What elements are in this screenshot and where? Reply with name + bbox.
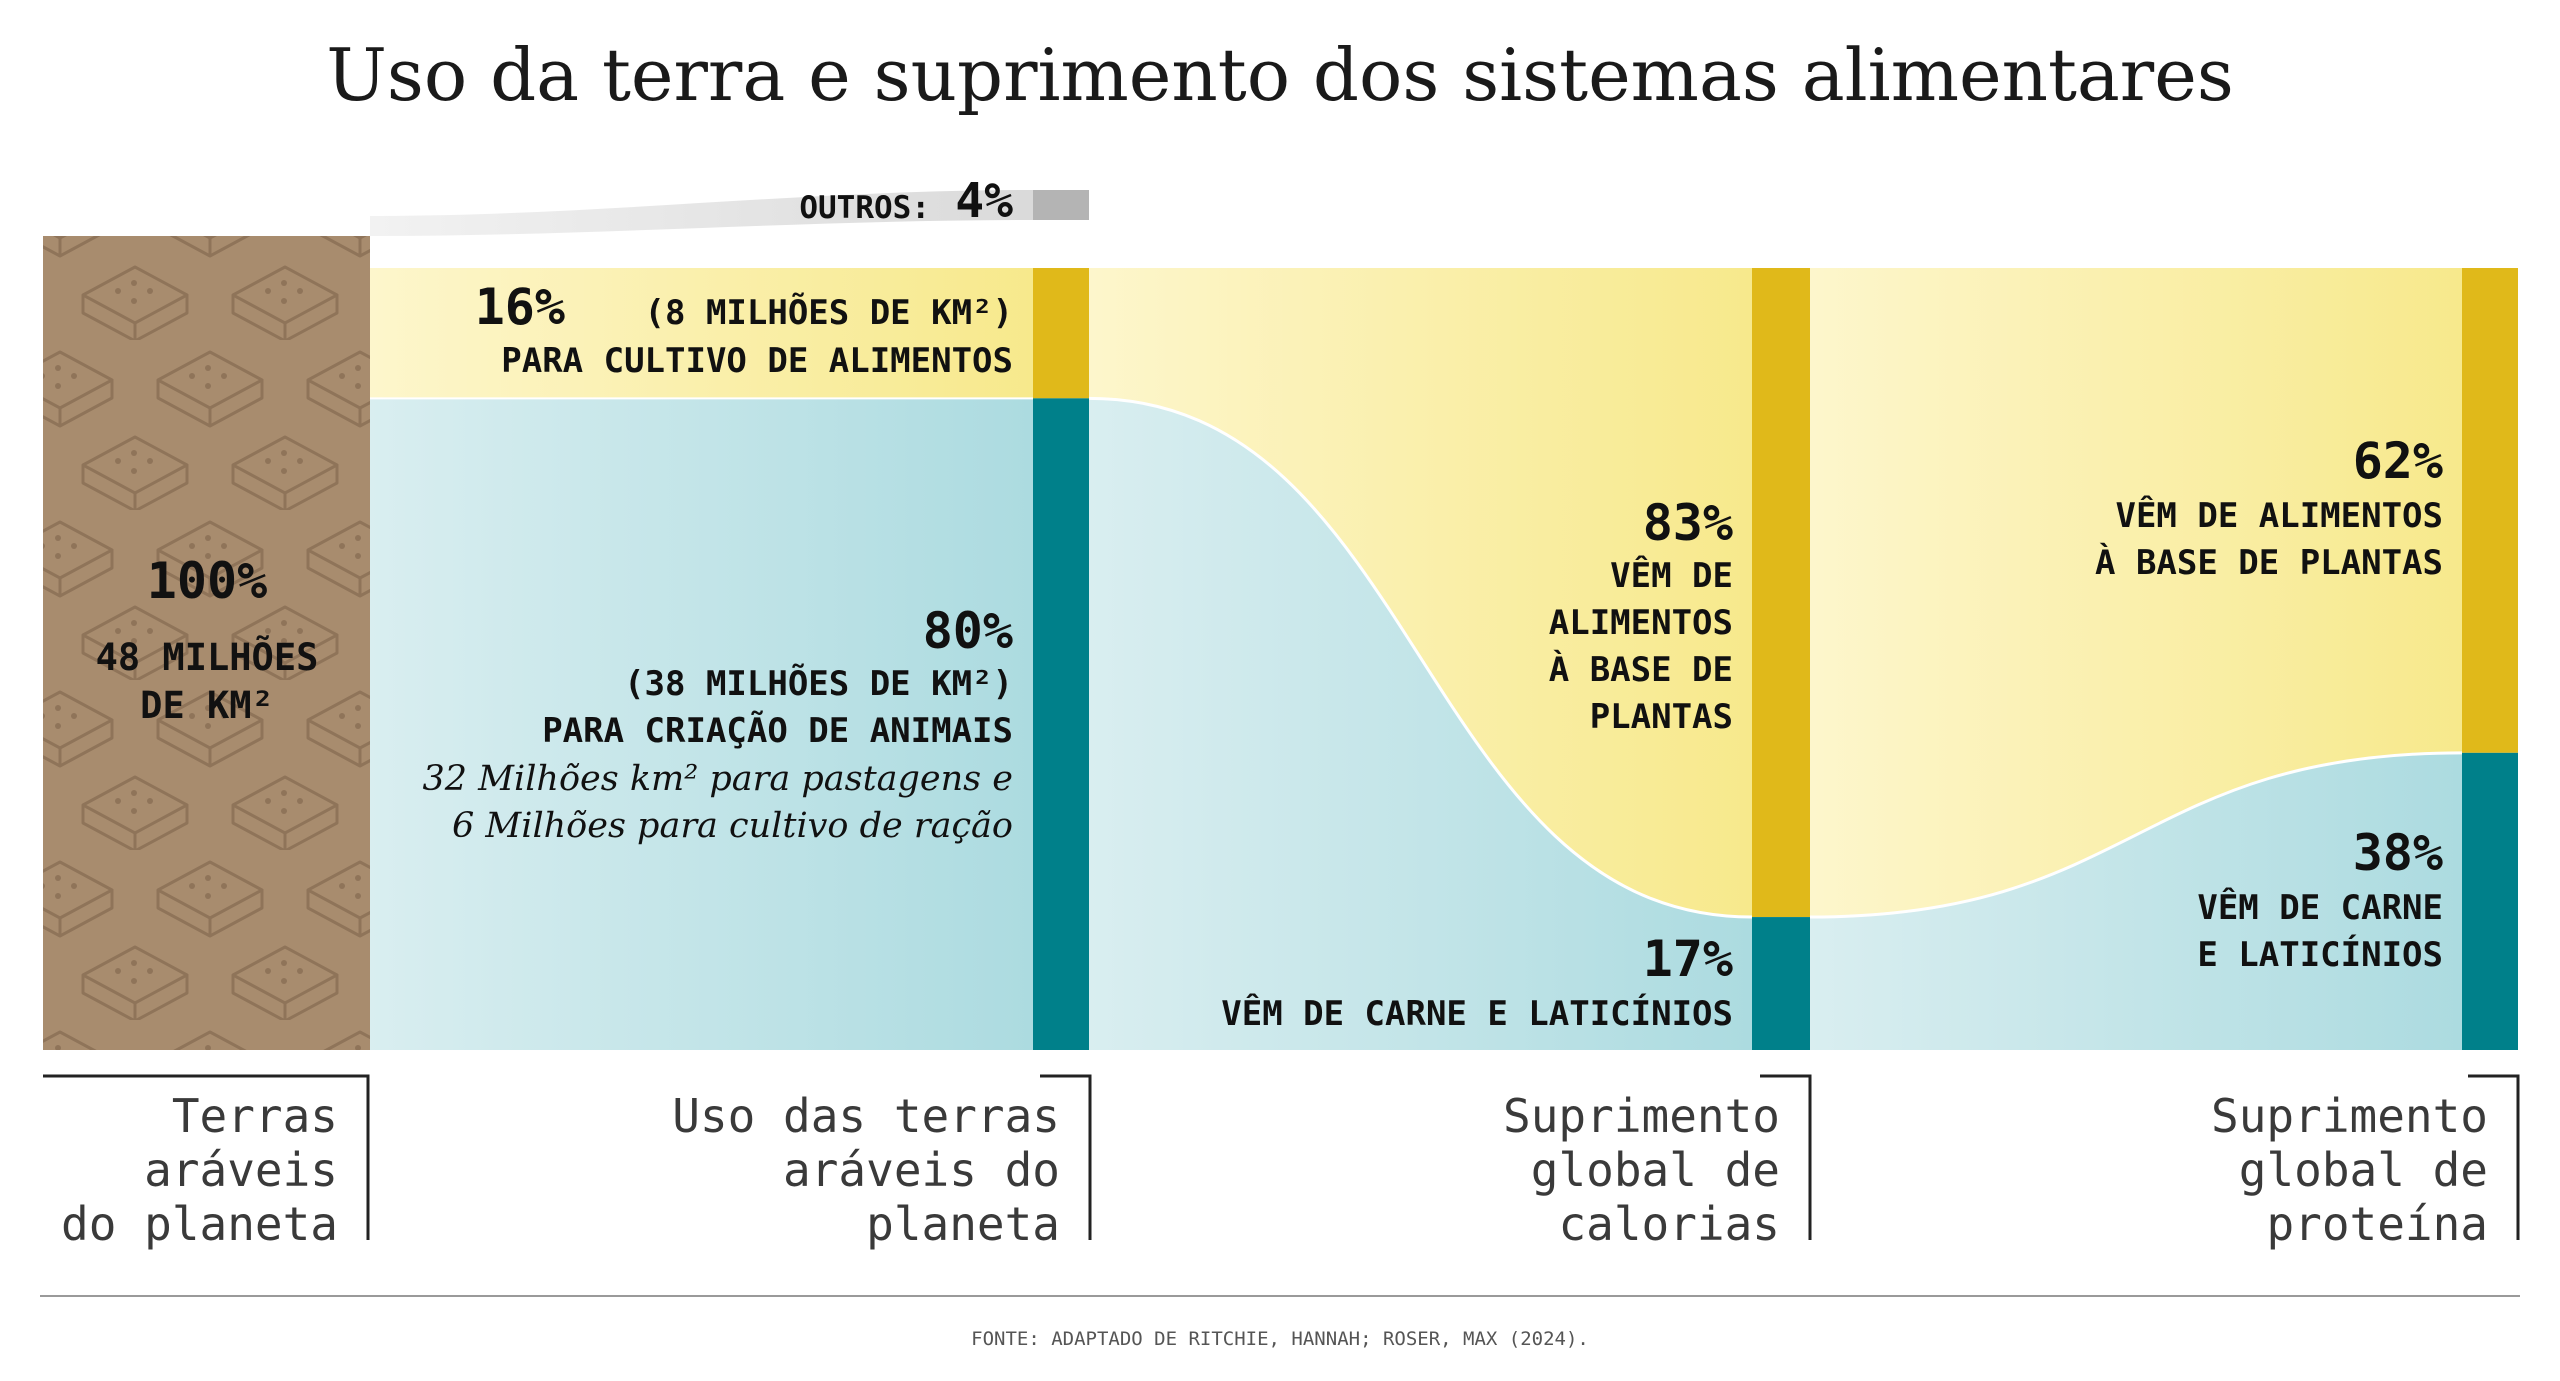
- chart-title: Uso da terra e suprimento dos sistemas a…: [326, 33, 2234, 117]
- label-land-animal-percent: 80%: [923, 602, 1013, 660]
- bar-calories-plant: [1752, 268, 1810, 918]
- label-protein-animal-desc: VÊM DE CARNE: [2197, 887, 2443, 928]
- label-calories-animal-desc: VÊM DE CARNE E LATICÍNIOS: [1221, 993, 1733, 1034]
- flow-calories-animal: [1089, 398, 1752, 1050]
- stage-label-uso: Uso das terras: [672, 1089, 1060, 1143]
- label-land-plant-percent: 16%: [475, 278, 565, 336]
- label-land-animal-note: 6 Milhões para cultivo de ração: [452, 806, 1013, 846]
- label-land-animal-desc: PARA CRIAÇÃO DE ANIMAIS: [542, 710, 1013, 751]
- label-land-plant-detail: (8 MILHÕES DE KM²): [645, 292, 1013, 333]
- stage-bracket-calorias: [1760, 1074, 1812, 1240]
- label-land-plant-desc: PARA CULTIVO DE ALIMENTOS: [501, 341, 1013, 381]
- label-land-animal-detail: (38 MILHÕES DE KM²): [624, 663, 1013, 704]
- label-outros: OUTROS:: [799, 190, 930, 226]
- source-note: FONTE: ADAPTADO DE RITCHIE, HANNAH; ROSE…: [971, 1328, 1589, 1350]
- stage-label-uso: aráveis do: [783, 1143, 1060, 1197]
- label-calories-plant-desc: PLANTAS: [1590, 697, 1733, 737]
- stage-label-proteina: proteína: [2266, 1197, 2488, 1251]
- stage-label-terras: aráveis: [144, 1143, 338, 1197]
- flow-land-plant: [370, 268, 1033, 399]
- label-protein-animal-desc: E LATICÍNIOS: [2197, 934, 2443, 975]
- stage-label-proteina: Suprimento: [2211, 1089, 2488, 1143]
- label-calories-plant-percent: 83%: [1643, 494, 1733, 552]
- label-calories-animal-percent: 17%: [1643, 930, 1733, 988]
- land-total-block: [43, 236, 370, 1050]
- label-total-percent: 100%: [147, 552, 267, 610]
- flow-protein-animal: [1810, 752, 2462, 1050]
- stage-bracket-proteina: [2468, 1074, 2520, 1240]
- label-calories-plant-desc: À BASE DE: [1549, 649, 1733, 690]
- label-calories-plant-desc: ALIMENTOS: [1549, 603, 1733, 643]
- stage-label-uso: planeta: [866, 1197, 1060, 1251]
- bar-calories-animal: [1752, 917, 1810, 1050]
- label-protein-plant-desc: VÊM DE ALIMENTOS: [2115, 495, 2443, 536]
- divider-calories: [1088, 396, 1753, 919]
- label-land-animal-note: 32 Milhões km² para pastagens e: [423, 759, 1013, 799]
- stage-label-calorias: Suprimento: [1503, 1089, 1780, 1143]
- label-total-area: DE KM²: [140, 684, 274, 727]
- bar-protein-plant: [2462, 268, 2518, 753]
- bar-outros: [1033, 190, 1089, 220]
- bar-protein-animal: [2462, 752, 2518, 1050]
- label-protein-plant-desc: À BASE DE PLANTAS: [2095, 542, 2443, 583]
- flow-outros: [370, 190, 1033, 236]
- bar-land-animal: [1033, 398, 1089, 1050]
- flow-calories-plant: [1089, 268, 1752, 918]
- flow-land-animal: [370, 398, 1033, 1050]
- bar-land-plant: [1033, 268, 1089, 399]
- stage-bracket-terras: [43, 1074, 370, 1240]
- label-outros-percent: 4%: [955, 173, 1013, 229]
- label-calories-plant-desc: VÊM DE: [1610, 555, 1733, 596]
- stage-label-proteina: global de: [2239, 1143, 2488, 1197]
- stage-label-terras: Terras: [172, 1089, 338, 1143]
- stage-label-calorias: global de: [1531, 1143, 1780, 1197]
- label-protein-animal-percent: 38%: [2353, 824, 2443, 882]
- stage-bracket-uso: [1040, 1074, 1092, 1240]
- stage-label-calorias: calorias: [1558, 1197, 1780, 1251]
- divider-protein: [1809, 751, 2463, 919]
- label-total-area: 48 MILHÕES: [96, 635, 319, 679]
- stage-label-terras: do planeta: [61, 1197, 338, 1251]
- flow-protein-plant: [1810, 268, 2462, 918]
- label-protein-plant-percent: 62%: [2353, 432, 2443, 490]
